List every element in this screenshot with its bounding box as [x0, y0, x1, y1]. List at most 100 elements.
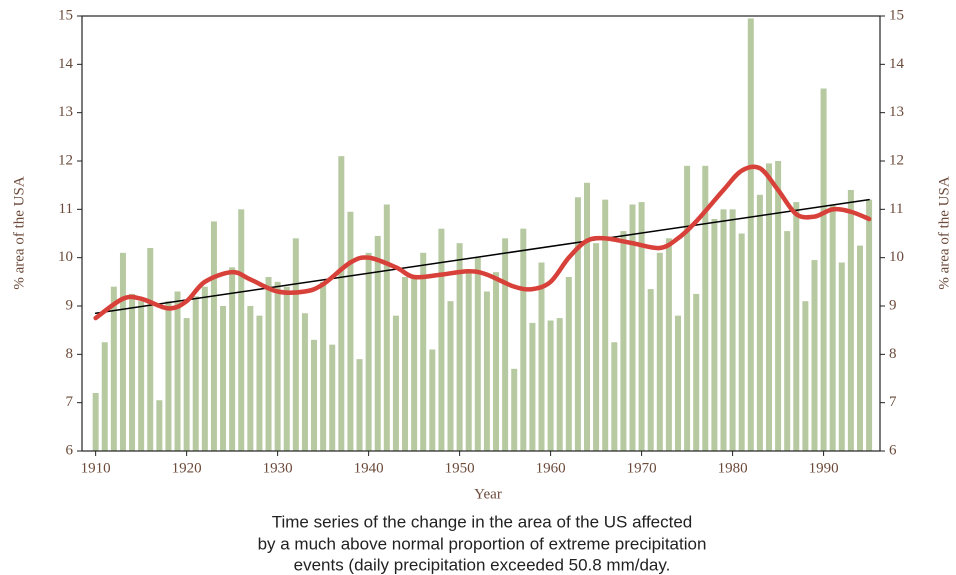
- bar: [483, 291, 490, 451]
- bar: [238, 209, 245, 451]
- bar: [629, 204, 636, 451]
- bar: [392, 315, 399, 451]
- bar: [402, 277, 409, 451]
- bar: [693, 293, 700, 451]
- caption-line: events (daily precipitation exceeded 50.…: [294, 555, 671, 574]
- y-tick-label: 15: [58, 7, 73, 23]
- bar: [502, 238, 509, 451]
- x-tick-label: 1950: [445, 460, 475, 476]
- bar: [383, 204, 390, 451]
- bar: [374, 235, 381, 451]
- bar: [493, 272, 500, 451]
- bar: [602, 199, 609, 451]
- bar: [638, 202, 645, 451]
- bar: [365, 252, 372, 451]
- bar: [247, 306, 254, 451]
- bar: [292, 238, 299, 451]
- bar: [129, 293, 136, 451]
- y2-tick-label: 10: [889, 249, 904, 265]
- bar: [210, 221, 217, 451]
- bar: [429, 349, 436, 451]
- bar: [775, 161, 782, 451]
- bar: [547, 320, 554, 451]
- bar: [156, 400, 163, 451]
- bar: [456, 243, 463, 451]
- x-tick-label: 1920: [172, 460, 202, 476]
- bar: [747, 18, 754, 452]
- y2-tick-label: 8: [889, 346, 897, 362]
- bar: [329, 344, 336, 451]
- y-tick-label: 11: [59, 201, 73, 217]
- y-tick-label: 6: [66, 442, 74, 458]
- y2-tick-label: 7: [889, 394, 897, 410]
- bar: [765, 163, 772, 451]
- bar: [511, 368, 518, 451]
- bar: [593, 243, 600, 451]
- bar: [356, 359, 363, 451]
- bar: [720, 209, 727, 451]
- bar: [265, 277, 272, 451]
- bar: [320, 281, 327, 451]
- x-tick-label: 1930: [263, 460, 293, 476]
- x-tick-label: 1940: [354, 460, 384, 476]
- caption-line: Time series of the change in the area of…: [272, 512, 693, 531]
- bar: [520, 228, 527, 451]
- bar: [793, 202, 800, 451]
- bar: [611, 342, 618, 451]
- bar: [92, 393, 99, 451]
- bar: [465, 269, 472, 451]
- y2-axis-label: % area of the USA: [936, 176, 952, 289]
- bar: [283, 286, 290, 451]
- bar: [220, 306, 227, 451]
- bar: [301, 313, 308, 451]
- bar: [138, 301, 145, 451]
- bar: [101, 342, 108, 451]
- bar: [119, 252, 126, 451]
- smoothed-line: [93, 164, 872, 321]
- y2-tick-label: 6: [889, 442, 897, 458]
- bar: [866, 199, 873, 451]
- y2-tick-label: 15: [889, 7, 904, 23]
- y2-tick-label: 13: [889, 104, 904, 120]
- y-tick-label: 13: [58, 104, 73, 120]
- bar: [784, 231, 791, 451]
- y-axis-label: % area of the USA: [11, 176, 27, 289]
- plot-frame: [81, 15, 881, 452]
- bar: [256, 315, 263, 451]
- y-tick-label: 14: [58, 56, 74, 72]
- bar: [702, 165, 709, 452]
- bar: [192, 296, 199, 451]
- bar: [847, 190, 854, 451]
- trend-line: [94, 198, 870, 314]
- bar: [674, 315, 681, 451]
- bar: [147, 248, 154, 451]
- bar: [565, 277, 572, 451]
- y-tick-label: 9: [66, 297, 74, 313]
- bar: [647, 289, 654, 451]
- bar: [274, 281, 281, 451]
- y-tick-label: 10: [58, 249, 73, 265]
- y-tick-label: 8: [66, 346, 74, 362]
- y-tick-label: 12: [58, 152, 73, 168]
- bar: [347, 211, 354, 451]
- bar: [311, 339, 318, 451]
- bar: [665, 238, 672, 451]
- bar: [729, 209, 736, 451]
- bar: [529, 322, 536, 451]
- y2-tick-label: 14: [889, 56, 905, 72]
- caption-line: by a much above normal proportion of ext…: [258, 534, 707, 553]
- bar: [820, 88, 827, 451]
- bar: [838, 262, 845, 451]
- bar: [110, 286, 117, 451]
- bar: [656, 252, 663, 451]
- bar: [620, 231, 627, 451]
- bar: [574, 197, 581, 451]
- bar: [556, 318, 563, 451]
- bar: [174, 291, 181, 451]
- bar: [438, 228, 445, 451]
- bar: [811, 260, 818, 451]
- bar: [338, 156, 345, 451]
- bar: [829, 204, 836, 451]
- bar: [411, 277, 418, 451]
